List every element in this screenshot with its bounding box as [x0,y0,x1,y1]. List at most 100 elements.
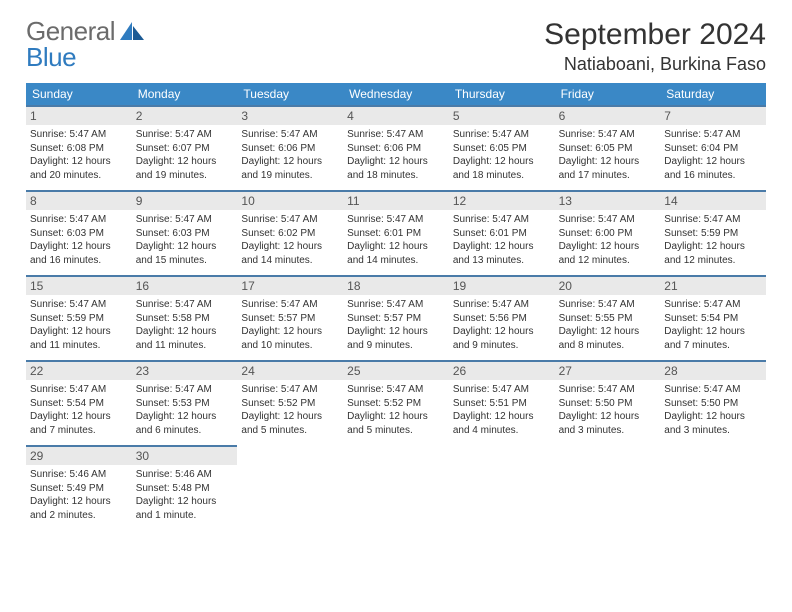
sunrise-line: Sunrise: 5:47 AM [30,298,128,312]
day-number: 11 [343,192,449,210]
day-number: 20 [555,277,661,295]
daylight-line: Daylight: 12 hours and 11 minutes. [30,325,128,352]
sunset-line: Sunset: 6:05 PM [453,142,551,156]
day-number: 28 [660,362,766,380]
day-info: Sunrise: 5:47 AMSunset: 5:57 PMDaylight:… [241,298,339,352]
sunrise-line: Sunrise: 5:47 AM [30,383,128,397]
day-header: Friday [555,83,661,105]
sunset-line: Sunset: 5:50 PM [664,397,762,411]
day-number: 10 [237,192,343,210]
calendar-cell: 27 Sunrise: 5:47 AMSunset: 5:50 PMDayligh… [555,360,661,445]
day-number: 6 [555,107,661,125]
calendar-cell: 28 Sunrise: 5:47 AMSunset: 5:50 PMDayligh… [660,360,766,445]
sunrise-line: Sunrise: 5:47 AM [347,298,445,312]
day-info: Sunrise: 5:47 AMSunset: 5:50 PMDaylight:… [559,383,657,437]
sunset-line: Sunset: 5:58 PM [136,312,234,326]
day-info: Sunrise: 5:47 AMSunset: 5:54 PMDaylight:… [30,383,128,437]
day-number: 2 [132,107,238,125]
day-info: Sunrise: 5:46 AMSunset: 5:49 PMDaylight:… [30,468,128,522]
calendar-cell: 25Sunrise: 5:47 AMSunset: 5:52 PMDayligh… [343,360,449,445]
sunrise-line: Sunrise: 5:47 AM [664,298,762,312]
day-number: 17 [237,277,343,295]
day-info: Sunrise: 5:47 AMSunset: 6:06 PMDaylight:… [347,128,445,182]
sunset-line: Sunset: 6:01 PM [347,227,445,241]
sunset-line: Sunset: 5:54 PM [664,312,762,326]
day-info: Sunrise: 5:47 AMSunset: 5:56 PMDaylight:… [453,298,551,352]
calendar-cell: 4Sunrise: 5:47 AMSunset: 6:06 PMDaylight… [343,105,449,190]
daylight-line: Daylight: 12 hours and 10 minutes. [241,325,339,352]
sunset-line: Sunset: 5:54 PM [30,397,128,411]
sunrise-line: Sunrise: 5:47 AM [559,383,657,397]
calendar-cell: 24Sunrise: 5:47 AMSunset: 5:52 PMDayligh… [237,360,343,445]
calendar-cell: 21Sunrise: 5:47 AMSunset: 5:54 PMDayligh… [660,275,766,360]
calendar-cell: 9Sunrise: 5:47 AMSunset: 6:03 PMDaylight… [132,190,238,275]
calendar-cell: 22Sunrise: 5:47 AMSunset: 5:54 PMDayligh… [26,360,132,445]
day-info: Sunrise: 5:47 AMSunset: 5:59 PMDaylight:… [30,298,128,352]
daylight-line: Daylight: 12 hours and 5 minutes. [241,410,339,437]
day-info: Sunrise: 5:47 AMSunset: 5:57 PMDaylight:… [347,298,445,352]
day-info: Sunrise: 5:47 AMSunset: 6:04 PMDaylight:… [664,128,762,182]
sunset-line: Sunset: 6:01 PM [453,227,551,241]
day-info: Sunrise: 5:47 AMSunset: 5:52 PMDaylight:… [241,383,339,437]
sunrise-line: Sunrise: 5:47 AM [347,213,445,227]
day-info: Sunrise: 5:47 AMSunset: 5:50 PMDaylight:… [664,383,762,437]
day-number: 30 [132,447,238,465]
day-number: 3 [237,107,343,125]
header: General Blue September 2024 Natiaboani, … [26,18,766,75]
day-number: 15 [26,277,132,295]
day-number: 23 [132,362,238,380]
calendar-grid: SundayMondayTuesdayWednesdayThursdayFrid… [26,83,766,530]
sunrise-line: Sunrise: 5:47 AM [559,298,657,312]
day-number: 14 [660,192,766,210]
daylight-line: Daylight: 12 hours and 20 minutes. [30,155,128,182]
sunset-line: Sunset: 5:57 PM [241,312,339,326]
day-info: Sunrise: 5:47 AMSunset: 6:05 PMDaylight:… [453,128,551,182]
day-info: Sunrise: 5:47 AMSunset: 5:58 PMDaylight:… [136,298,234,352]
month-title: September 2024 [544,18,766,52]
day-number: 27 [555,362,661,380]
title-block: September 2024 Natiaboani, Burkina Faso [544,18,766,75]
sunrise-line: Sunrise: 5:47 AM [559,128,657,142]
daylight-line: Daylight: 12 hours and 3 minutes. [664,410,762,437]
calendar-cell: 30 Sunrise: 5:46 AMSunset: 5:48 PMDayligh… [132,445,238,530]
day-number: 19 [449,277,555,295]
calendar-cell: 15 Sunrise: 5:47 AMSunset: 5:59 PMDayligh… [26,275,132,360]
day-number: 12 [449,192,555,210]
sunset-line: Sunset: 6:06 PM [347,142,445,156]
day-header: Saturday [660,83,766,105]
day-info: Sunrise: 5:47 AMSunset: 5:51 PMDaylight:… [453,383,551,437]
day-info: Sunrise: 5:47 AMSunset: 6:02 PMDaylight:… [241,213,339,267]
calendar-cell: 16Sunrise: 5:47 AMSunset: 5:58 PMDayligh… [132,275,238,360]
sunrise-line: Sunrise: 5:47 AM [347,128,445,142]
calendar-cell: 1Sunrise: 5:47 AMSunset: 6:08 PMDaylight… [26,105,132,190]
sunset-line: Sunset: 5:59 PM [30,312,128,326]
sunset-line: Sunset: 6:07 PM [136,142,234,156]
daylight-line: Daylight: 12 hours and 14 minutes. [241,240,339,267]
sunrise-line: Sunrise: 5:47 AM [30,128,128,142]
sunset-line: Sunset: 5:55 PM [559,312,657,326]
day-info: Sunrise: 5:46 AMSunset: 5:48 PMDaylight:… [136,468,234,522]
day-info: Sunrise: 5:47 AMSunset: 5:53 PMDaylight:… [136,383,234,437]
daylight-line: Daylight: 12 hours and 9 minutes. [347,325,445,352]
daylight-line: Daylight: 12 hours and 17 minutes. [559,155,657,182]
daylight-line: Daylight: 12 hours and 5 minutes. [347,410,445,437]
day-number: 25 [343,362,449,380]
sunrise-line: Sunrise: 5:47 AM [664,128,762,142]
calendar-cell: 17 Sunrise: 5:47 AMSunset: 5:57 PMDayligh… [237,275,343,360]
sunset-line: Sunset: 5:49 PM [30,482,128,496]
location: Natiaboani, Burkina Faso [544,54,766,75]
daylight-line: Daylight: 12 hours and 19 minutes. [241,155,339,182]
day-info: Sunrise: 5:47 AMSunset: 6:03 PMDaylight:… [30,213,128,267]
sunrise-line: Sunrise: 5:47 AM [136,383,234,397]
calendar-cell: 3Sunrise: 5:47 AMSunset: 6:06 PMDaylight… [237,105,343,190]
sunrise-line: Sunrise: 5:47 AM [241,128,339,142]
day-number: 7 [660,107,766,125]
sunrise-line: Sunrise: 5:47 AM [453,383,551,397]
day-info: Sunrise: 5:47 AMSunset: 6:01 PMDaylight:… [453,213,551,267]
day-info: Sunrise: 5:47 AMSunset: 6:01 PMDaylight:… [347,213,445,267]
day-header: Tuesday [237,83,343,105]
calendar-cell: 20Sunrise: 5:47 AMSunset: 5:55 PMDayligh… [555,275,661,360]
daylight-line: Daylight: 12 hours and 4 minutes. [453,410,551,437]
logo: General Blue [26,18,146,70]
sunrise-line: Sunrise: 5:47 AM [136,128,234,142]
